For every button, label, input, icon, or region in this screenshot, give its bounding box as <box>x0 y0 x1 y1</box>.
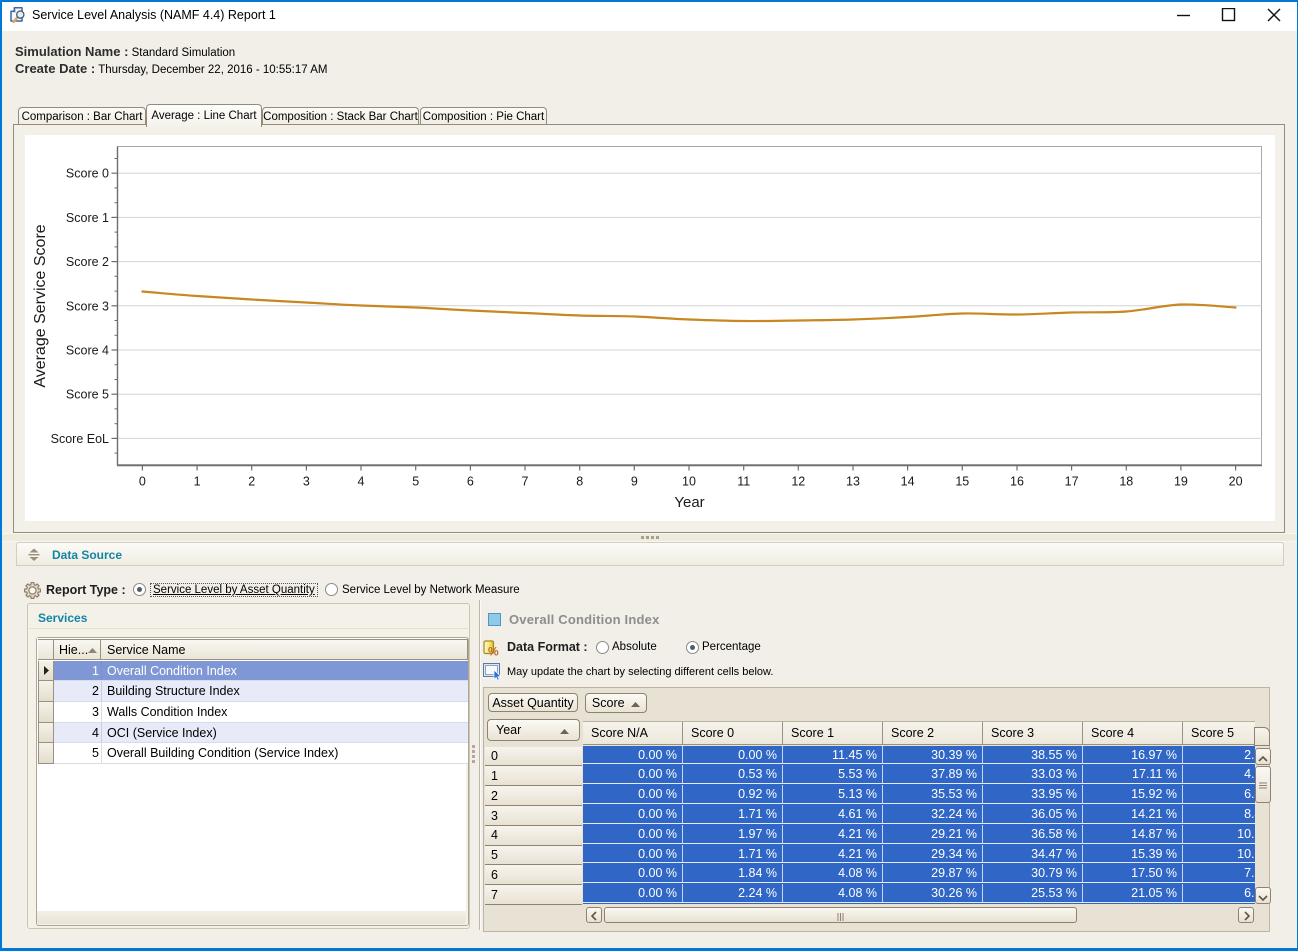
svg-text:6: 6 <box>467 475 474 489</box>
svg-text:20: 20 <box>1229 475 1243 489</box>
svg-text:17: 17 <box>1065 475 1079 489</box>
svg-text:Score 5: Score 5 <box>66 388 109 402</box>
svg-text:14: 14 <box>901 475 915 489</box>
svg-text:9: 9 <box>631 475 638 489</box>
svg-text:Average Service Score: Average Service Score <box>32 224 49 387</box>
svg-text:11: 11 <box>737 475 750 489</box>
svg-text:8: 8 <box>576 475 583 489</box>
svg-text:10: 10 <box>682 475 696 489</box>
svg-text:0: 0 <box>139 475 146 489</box>
svg-text:Score 3: Score 3 <box>66 299 109 313</box>
svg-text:4: 4 <box>358 475 365 489</box>
svg-text:1: 1 <box>194 475 201 489</box>
svg-text:3: 3 <box>303 475 310 489</box>
svg-text:2: 2 <box>248 475 255 489</box>
svg-text:Score 4: Score 4 <box>66 344 109 358</box>
svg-text:7: 7 <box>522 475 529 489</box>
svg-text:Score 2: Score 2 <box>66 255 109 269</box>
svg-text:Year: Year <box>674 494 704 511</box>
svg-text:Score 0: Score 0 <box>66 167 109 181</box>
svg-text:Score EoL: Score EoL <box>51 432 109 446</box>
svg-text:16: 16 <box>1010 475 1024 489</box>
svg-text:%: % <box>488 645 499 658</box>
svg-text:19: 19 <box>1174 475 1188 489</box>
svg-text:18: 18 <box>1119 475 1133 489</box>
svg-text:5: 5 <box>412 475 419 489</box>
svg-text:13: 13 <box>846 475 860 489</box>
svg-text:12: 12 <box>791 475 805 489</box>
svg-text:Score 1: Score 1 <box>66 211 109 225</box>
svg-text:15: 15 <box>955 475 969 489</box>
